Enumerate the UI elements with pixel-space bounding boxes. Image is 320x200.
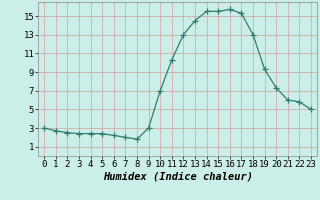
X-axis label: Humidex (Indice chaleur): Humidex (Indice chaleur) [103, 172, 252, 182]
